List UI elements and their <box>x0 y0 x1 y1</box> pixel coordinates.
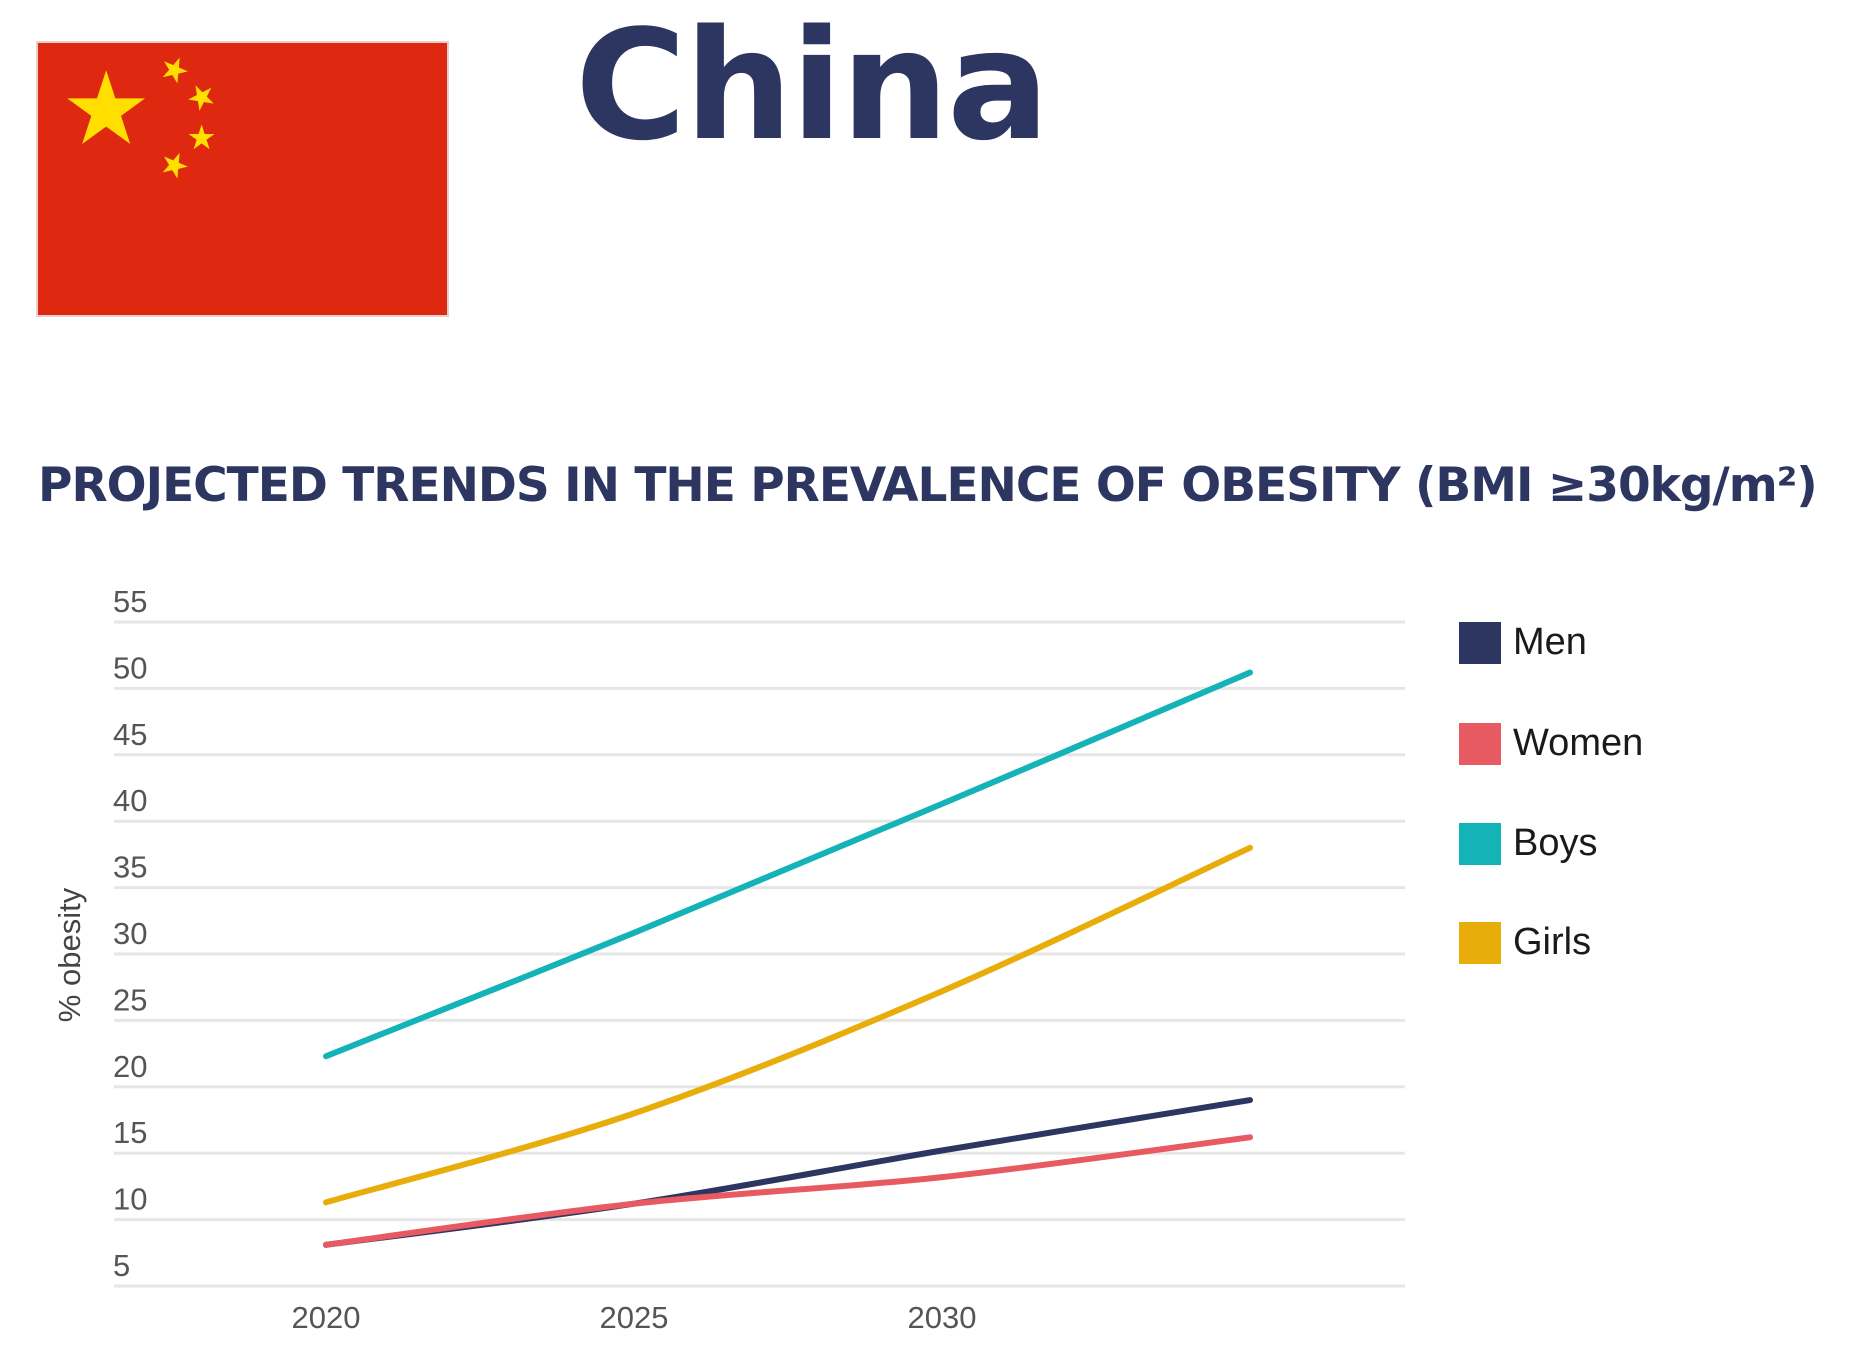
y-tick-label: 45 <box>113 717 147 752</box>
legend-label: Men <box>1513 621 1587 663</box>
y-tick-label: 30 <box>113 916 147 951</box>
y-tick-label: 5 <box>113 1248 130 1283</box>
y-tick-label: 25 <box>113 982 147 1017</box>
y-tick-label: 50 <box>113 650 147 685</box>
y-tick-label: 35 <box>113 850 147 885</box>
series-line-women <box>323 1134 1253 1248</box>
flag-star <box>188 85 214 111</box>
flag-star <box>162 152 188 179</box>
legend-item-women: Women <box>1459 722 1643 765</box>
y-tick-label: 15 <box>113 1115 147 1150</box>
series-line-girls <box>323 844 1253 1206</box>
y-tick-label: 20 <box>113 1049 147 1084</box>
series-line-boys <box>323 669 1253 1060</box>
legend-swatch <box>1459 621 1501 664</box>
legend-swatch <box>1459 921 1501 964</box>
china-flag-icon <box>36 41 449 317</box>
legend-label: Women <box>1513 722 1644 764</box>
legend-swatch <box>1459 822 1501 865</box>
y-tick-label: 40 <box>113 783 147 818</box>
legend-item-girls: Girls <box>1459 921 1591 964</box>
legend-item-boys: Boys <box>1459 822 1597 865</box>
x-tick-label: 2030 <box>908 1300 977 1335</box>
y-tick-label: 10 <box>113 1182 147 1217</box>
x-tick-label: 2025 <box>600 1300 669 1335</box>
legend-swatch <box>1459 722 1501 765</box>
y-tick-label: 55 <box>113 584 147 619</box>
legend-label: Girls <box>1513 921 1592 963</box>
flag-star <box>67 70 146 145</box>
flag-star <box>188 124 215 150</box>
country-title: China <box>575 0 1050 174</box>
legend-label: Boys <box>1513 822 1598 864</box>
y-axis-label: % obesity <box>52 887 87 1022</box>
flag-star <box>162 57 188 84</box>
legend-item-men: Men <box>1459 621 1587 664</box>
x-tick-label: 2020 <box>292 1300 361 1335</box>
chart-title: PROJECTED TRENDS IN THE PREVALENCE OF OB… <box>38 458 1818 513</box>
